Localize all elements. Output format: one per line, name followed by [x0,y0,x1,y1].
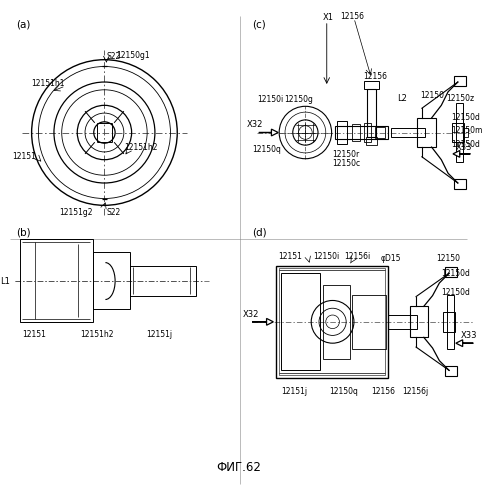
Bar [365,137,377,145]
Bar [281,273,320,370]
Bar [454,76,466,86]
Bar [463,128,468,137]
Bar [452,123,464,142]
Text: 12151j: 12151j [281,387,307,396]
Text: X32: X32 [243,309,259,318]
Text: 12156: 12156 [371,387,396,396]
Text: 12150z: 12150z [446,94,474,103]
Text: S22: S22 [106,208,121,217]
Text: 12150d: 12150d [451,140,480,149]
Bar [323,285,350,359]
Bar [375,127,385,138]
Text: 12151h2: 12151h2 [80,330,114,339]
FancyArrow shape [259,129,278,136]
Bar [93,252,130,309]
Text: 12151h2: 12151h2 [124,143,157,152]
Bar [391,128,425,137]
Bar [417,118,436,147]
Text: 12150r: 12150r [332,150,360,159]
Bar [130,265,196,295]
Bar [443,312,455,331]
Text: ФИГ.62: ФИГ.62 [216,461,261,474]
Bar [337,121,347,144]
FancyArrow shape [252,318,273,325]
Bar [276,265,388,378]
Text: 12156: 12156 [340,11,364,20]
Text: (a): (a) [16,20,31,30]
Text: 12150d: 12150d [441,269,470,278]
Text: 12150q: 12150q [252,146,281,155]
Text: φD15: φD15 [381,254,401,263]
Bar [454,179,466,189]
Bar [456,103,463,162]
Text: 12151h1: 12151h1 [32,79,65,88]
Text: X33: X33 [456,143,472,152]
Text: 12156j: 12156j [402,387,429,396]
Bar [388,315,417,329]
Bar [445,267,457,277]
Text: 12156: 12156 [364,72,388,81]
Text: X32: X32 [247,120,263,129]
Text: 12150m: 12150m [451,126,483,135]
Text: 12150d: 12150d [441,288,470,297]
Text: L2: L2 [398,94,407,103]
FancyArrow shape [453,151,470,157]
Text: 12150i: 12150i [257,95,283,104]
Bar [366,89,376,137]
Text: 12150: 12150 [420,91,444,100]
Bar [364,81,379,89]
Text: 12150d: 12150d [451,113,480,122]
Bar [364,123,371,142]
Text: 12151: 12151 [12,152,36,161]
Bar [20,240,93,322]
Text: 12151j: 12151j [146,330,173,339]
FancyArrow shape [456,340,473,347]
Text: 12150g: 12150g [284,95,313,104]
Bar [447,294,454,349]
Text: X1: X1 [323,13,334,22]
Text: 12151: 12151 [278,252,302,261]
Text: L1: L1 [0,276,10,285]
Text: (d): (d) [252,228,267,238]
Bar [410,306,428,337]
Text: 12151: 12151 [22,330,46,339]
Text: 12150: 12150 [436,254,460,263]
Text: 12150c: 12150c [332,159,361,168]
Bar [445,366,457,376]
Text: 12156i: 12156i [344,252,370,261]
Text: (c): (c) [252,20,266,30]
Bar [279,268,385,375]
Text: 12150g1: 12150g1 [116,51,150,60]
Text: S22: S22 [106,52,121,61]
Text: 12150q: 12150q [330,387,359,396]
Bar [352,124,360,141]
Bar [352,294,386,349]
Text: 12151g2: 12151g2 [59,208,93,217]
Text: 12150i: 12150i [313,252,339,261]
Bar [334,126,388,139]
Text: (b): (b) [16,228,31,238]
Text: X33: X33 [461,331,477,340]
